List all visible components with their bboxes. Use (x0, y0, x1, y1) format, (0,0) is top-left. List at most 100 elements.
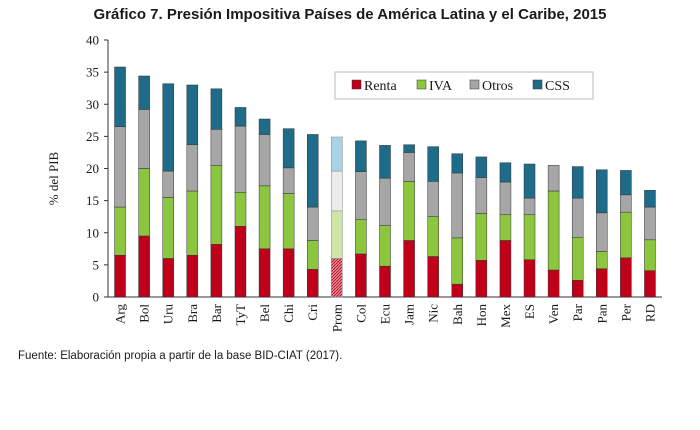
bar-segment-css (234, 107, 247, 127)
x-category-label: Mex (498, 304, 513, 328)
bar-segment-otros (379, 177, 391, 226)
x-category-label: Hon (474, 304, 489, 327)
bar-segment-renta (331, 258, 343, 298)
x-category-label: Chi (281, 304, 296, 323)
bar-segment-css (451, 153, 464, 174)
x-category-label: Cri (305, 304, 320, 321)
legend-label: IVA (429, 79, 453, 94)
bar-segment-otros (451, 172, 464, 239)
y-tick-label: 30 (86, 97, 99, 112)
bar-segment-renta (523, 259, 536, 298)
bar-segment-iva (379, 225, 391, 267)
bar-segment-otros (571, 197, 584, 238)
bar-segment-css (620, 170, 632, 196)
x-category-label: Par (570, 303, 585, 321)
bar-segment-iva (403, 181, 415, 241)
bar-segment-otros (523, 197, 536, 216)
legend-box (334, 71, 594, 100)
x-category-label: Bra (185, 304, 200, 323)
bar-segment-renta (427, 256, 439, 298)
bar-segment-renta (379, 265, 391, 298)
bar-segment-css (596, 169, 608, 214)
bar-segment-otros (186, 144, 199, 192)
bar-segment-css (571, 166, 584, 199)
bar-segment-css (138, 75, 150, 110)
bar-segment-iva (571, 236, 584, 281)
bar-segment-iva (186, 190, 199, 256)
legend-swatch (469, 79, 480, 90)
bar-segment-renta (114, 254, 126, 298)
bar-segment-otros (331, 170, 343, 212)
legend-label: Renta (364, 79, 397, 94)
bar-segment-otros (234, 125, 247, 193)
legend-swatch (416, 79, 427, 90)
bar-segment-iva (162, 197, 174, 259)
bar-segment-otros (162, 170, 174, 198)
x-category-label: Ven (546, 304, 561, 325)
bar-segment-otros (596, 212, 608, 252)
bar-segment-renta (499, 240, 512, 298)
bar-segment-otros (644, 206, 656, 241)
bar-segment-css (258, 118, 271, 135)
x-category-label: RD (642, 304, 657, 322)
bar-segment-otros (620, 194, 632, 213)
bar-segment-otros (403, 152, 415, 182)
bar-segment-iva (114, 206, 126, 256)
bar-segment-css (162, 83, 174, 172)
bar-segment-css (306, 134, 319, 208)
bar-segment-iva (451, 237, 464, 285)
y-tick-label: 10 (86, 225, 99, 240)
bar-segment-renta (547, 269, 560, 298)
bar-segment-otros (499, 181, 512, 216)
y-tick-label: 20 (86, 161, 99, 176)
bar-segment-css (282, 128, 295, 169)
bar-segment-renta (571, 280, 584, 298)
x-category-label: Arg (113, 304, 128, 324)
bar-segment-renta (644, 270, 656, 298)
bar-segment-iva (596, 251, 608, 269)
y-tick-label: 15 (86, 193, 99, 208)
x-category-label: Bel (257, 304, 272, 322)
bar-segment-css (379, 145, 391, 179)
bar-segment-iva (547, 190, 560, 271)
chart-bars (114, 66, 656, 298)
bar-segment-css (355, 140, 367, 172)
bar-segment-renta (475, 260, 488, 298)
bar-segment-otros (547, 165, 560, 192)
bar-segment-renta (210, 244, 223, 298)
x-category-label: Nic (426, 304, 441, 323)
bar-segment-otros (114, 126, 126, 208)
x-category-label: Per (618, 303, 633, 321)
bar-segment-css (186, 84, 199, 145)
x-axis-category-labels: Arg Bol Uru Bra Bar TyT Bel Chi Cri Prom Col Ecu Jam… (113, 303, 658, 332)
bar-segment-iva (355, 219, 367, 255)
bar-segment-renta (451, 283, 464, 298)
bar-segment-renta (620, 257, 632, 298)
y-axis-label: % del PIB (46, 151, 61, 205)
legend-label: Otros (482, 79, 513, 94)
bar-segment-iva (499, 214, 512, 241)
x-category-label: ES (522, 304, 537, 319)
chart-title: Gráfico 7. Presión Impositiva Países de … (93, 6, 607, 23)
bar-segment-iva (427, 216, 439, 257)
bar-segment-otros (306, 206, 319, 241)
bar-segment-css (427, 146, 439, 182)
bar-segment-renta (258, 248, 271, 298)
bar-segment-iva (210, 165, 223, 245)
bar-segment-iva (620, 211, 632, 259)
bar-segment-renta (282, 248, 295, 298)
bar-segment-css (114, 66, 126, 127)
legend-swatch (532, 79, 543, 90)
bar-segment-renta (355, 253, 367, 298)
bar-segment-otros (210, 129, 223, 166)
bar-segment-iva (282, 193, 295, 250)
x-category-label: TyT (233, 304, 248, 326)
bar-segment-renta (306, 269, 319, 298)
bar-segment-css (499, 162, 512, 183)
source-note: Fuente: Elaboración propia a partir de l… (18, 350, 343, 362)
bar-segment-renta (234, 226, 247, 298)
x-category-label: Bar (209, 303, 224, 322)
bar-segment-iva (138, 168, 150, 237)
x-category-label: Prom (329, 304, 344, 332)
